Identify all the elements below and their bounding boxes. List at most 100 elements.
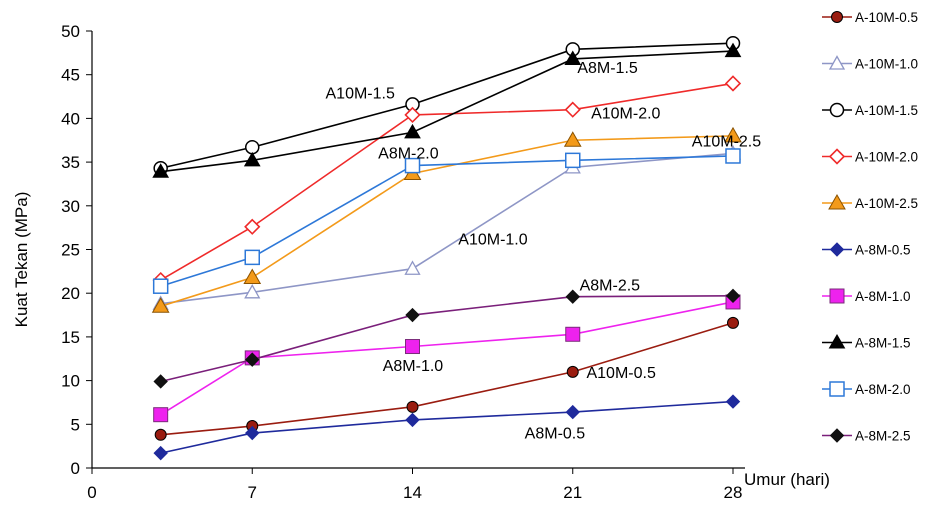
legend-label: A-10M-1.0 (855, 57, 918, 72)
legend-item: A-10M-1.0 (822, 55, 918, 72)
data-point (566, 365, 579, 378)
data-point (153, 374, 168, 389)
data-point (565, 152, 581, 169)
annotation-label: A8M-0.5 (525, 425, 586, 442)
series-group (151, 35, 742, 461)
data-point (405, 339, 420, 355)
data-point (404, 260, 421, 275)
annotation-label: A10M-2.5 (692, 133, 761, 150)
legend-item: A-10M-2.0 (822, 148, 918, 165)
data-point (243, 151, 261, 167)
legend-marker (828, 55, 846, 70)
series-A-10M-2.5 (151, 126, 742, 313)
data-point (725, 148, 741, 164)
series-A-10M-1.0 (152, 145, 742, 310)
annotations: A8M-1.5 A10M-1.5 A10M-2.0 A10M-2.5 A8M-2.0 A1… (326, 60, 762, 442)
annotation-label: A10M-1.0 (458, 231, 527, 248)
y-tick-label: 15 (61, 328, 80, 347)
series-A-8M-0.5 (153, 394, 741, 461)
data-point (564, 50, 582, 65)
legend-item: A-8M-1.0 (822, 288, 911, 304)
data-point (725, 288, 741, 304)
y-tick-label: 30 (61, 197, 80, 216)
data-point (243, 268, 262, 284)
data-point (404, 123, 421, 139)
data-point (724, 126, 742, 143)
legend-marker (831, 11, 843, 23)
annotation-label: A10M-0.5 (586, 365, 655, 382)
y-tick-label: 0 (71, 459, 80, 478)
legend-marker (829, 288, 845, 304)
legend-label: A-8M-2.5 (855, 429, 911, 444)
legend-marker (829, 428, 845, 443)
data-point (244, 249, 260, 266)
legend-item: A-10M-2.5 (822, 193, 918, 211)
y-tick-label: 5 (71, 415, 80, 434)
legend-label: A-10M-2.0 (855, 150, 918, 165)
data-point (152, 163, 170, 178)
data-point (152, 278, 169, 294)
data-point (153, 445, 168, 461)
y-tick-label: 35 (61, 153, 80, 172)
legend-label: A-10M-0.5 (855, 10, 918, 25)
annotation-label: A8M-1.0 (383, 358, 444, 375)
series-line (160, 155, 734, 287)
data-point (565, 289, 580, 304)
data-point (153, 407, 169, 423)
legend-marker (829, 381, 845, 397)
data-point (727, 316, 739, 329)
data-point (724, 75, 742, 92)
data-point (404, 106, 421, 124)
series-A-8M-1.5 (152, 42, 742, 178)
annotation-label: A8M-1.5 (577, 60, 638, 77)
series-A-8M-1.0 (153, 294, 741, 423)
data-point (244, 283, 261, 299)
legend-marker (829, 102, 845, 118)
data-point (564, 101, 581, 118)
legend-marker (829, 242, 845, 257)
data-point (245, 425, 260, 441)
y-axis-title: Kuat Tekan (MPa) (12, 192, 31, 328)
data-point (151, 297, 170, 313)
legend-marker (828, 193, 846, 210)
y-tick-label: 25 (61, 241, 80, 260)
annotation-label: A10M-2.0 (591, 105, 660, 122)
legend-label: A-8M-0.5 (855, 243, 911, 258)
y-tick-label: 40 (61, 109, 80, 128)
legend-label: A-10M-2.5 (855, 196, 918, 211)
legend: A-10M-0.5 A-10M-1.0 A-10M-1.5 A-10M-2.0 A-10… (822, 10, 918, 444)
annotation-label: A8M-2.0 (378, 146, 439, 163)
axes: 0 5 10 15 20 25 30 35 40 45 50 0 7 14 21 28 Kuat Tekan (… (12, 22, 830, 502)
legend-item: A-10M-1.5 (822, 102, 918, 118)
x-tick-label: 28 (724, 483, 743, 502)
data-point (406, 400, 419, 413)
data-point (725, 394, 741, 409)
data-point (405, 307, 420, 323)
series-A-8M-2.5 (153, 288, 741, 389)
annotation-label: A8M-2.5 (580, 278, 641, 295)
data-point (565, 326, 581, 342)
x-tick-label: 0 (87, 483, 96, 502)
legend-item: A-8M-1.5 (822, 333, 911, 351)
legend-label: A-8M-2.0 (855, 382, 911, 397)
y-tick-label: 45 (61, 66, 80, 85)
x-tick-label: 14 (403, 483, 422, 502)
y-tick-label: 10 (61, 372, 80, 391)
data-point (565, 404, 580, 420)
x-tick-label: 7 (248, 483, 257, 502)
legend-item: A-8M-0.5 (822, 242, 911, 258)
series-A-8M-2.0 (152, 148, 741, 294)
legend-label: A-8M-1.5 (855, 336, 911, 351)
legend-item: A-8M-2.5 (822, 428, 911, 444)
data-point (245, 139, 260, 155)
legend-item: A-8M-2.0 (822, 381, 911, 397)
data-point (154, 428, 167, 441)
data-point (563, 131, 582, 147)
x-tick-label: 21 (563, 483, 582, 502)
legend-marker (828, 333, 846, 349)
y-tick-label: 20 (61, 284, 80, 303)
y-tick-label: 50 (61, 22, 80, 41)
data-point (244, 218, 261, 235)
data-point (405, 412, 420, 428)
